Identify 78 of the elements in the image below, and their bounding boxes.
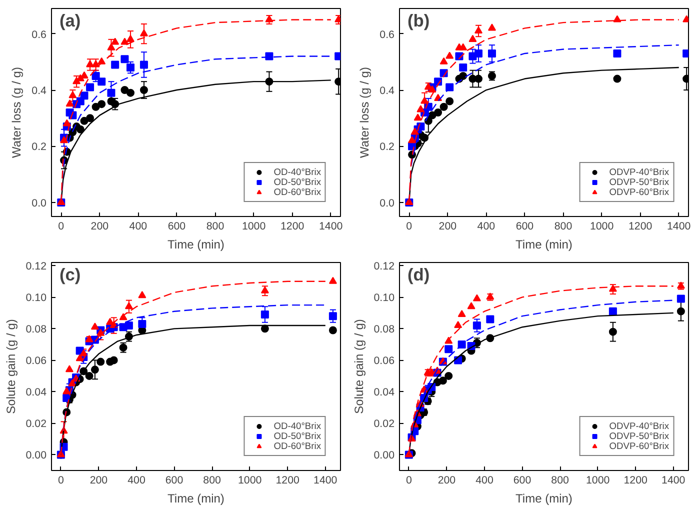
x-tick-label: 1200 <box>280 220 304 232</box>
y-tick-label: 0.6 <box>32 28 47 41</box>
x-tick-label: 0 <box>406 474 412 486</box>
x-tick-label: 0 <box>406 220 412 232</box>
x-tick-label: 1000 <box>586 474 610 486</box>
legend-label: OD-50°Brix <box>274 431 321 441</box>
x-axis-title: Time (min) <box>516 238 572 252</box>
x-tick-label: 400 <box>128 474 146 486</box>
x-tick-label: 400 <box>476 474 494 486</box>
x-tick-label: 1200 <box>624 474 648 486</box>
chart-title: (b) <box>408 10 430 30</box>
y-axis-title: Water loss (g / g) <box>10 67 24 158</box>
y-tick-label: 0.2 <box>380 141 395 154</box>
x-tick-label: 0 <box>58 474 64 486</box>
y-tick-label: 0.10 <box>26 292 47 304</box>
chart-title: (d) <box>408 264 430 284</box>
legend-label: OD-40°Brix <box>274 167 321 177</box>
x-tick-label: 400 <box>477 220 496 232</box>
y-axis-title: Solute gain (g / g) <box>4 319 18 414</box>
y-tick-label: 0.12 <box>374 260 395 273</box>
legend-label: ODVP-50°Brix <box>609 177 669 187</box>
legend-label: OD-60°Brix <box>274 441 321 451</box>
legend-label: OD-50°Brix <box>274 177 321 187</box>
y-tick-label: 0.04 <box>374 386 395 399</box>
legend-label: OD-60°Brix <box>274 187 321 197</box>
x-tick-label: 1000 <box>238 474 262 486</box>
y-tick-label: 0.02 <box>374 418 395 430</box>
x-axis-title: Time (min) <box>516 492 572 506</box>
x-tick-label: 600 <box>168 220 186 232</box>
x-tick-label: 1200 <box>276 474 300 486</box>
legend-label: ODVP-60°Brix <box>609 441 669 451</box>
x-tick-label: 1000 <box>242 220 266 232</box>
x-tick-label: 400 <box>129 220 148 232</box>
x-tick-label: 1400 <box>314 474 338 486</box>
y-tick-label: 0.04 <box>26 386 47 399</box>
y-tick-label: 0.08 <box>374 324 395 336</box>
legend-label: ODVP-50°Brix <box>609 431 669 441</box>
y-tick-label: 0.0 <box>380 197 395 210</box>
x-tick-label: 800 <box>554 220 572 232</box>
x-tick-label: 1000 <box>590 220 614 232</box>
legend-label: ODVP-60°Brix <box>609 187 669 197</box>
y-tick-label: 0.4 <box>32 85 47 98</box>
x-tick-label: 200 <box>438 220 457 232</box>
x-tick-label: 800 <box>206 220 224 232</box>
x-tick-label: 600 <box>516 220 534 232</box>
x-tick-label: 1400 <box>662 474 686 486</box>
y-tick-label: 0.00 <box>374 450 395 462</box>
legend-label: ODVP-40°Brix <box>609 167 669 177</box>
x-tick-label: 200 <box>90 220 109 232</box>
chart-title: (a) <box>60 10 81 30</box>
x-axis-title: Time (min) <box>168 238 224 252</box>
x-tick-label: 800 <box>551 474 570 486</box>
x-tick-label: 0 <box>58 220 64 232</box>
x-tick-label: 600 <box>513 474 532 486</box>
chart-title: (c) <box>60 264 81 284</box>
legend-label: OD-40°Brix <box>274 421 321 431</box>
x-axis-title: Time (min) <box>168 492 224 506</box>
y-axis-title: Solute gain (g / g) <box>352 319 366 414</box>
y-tick-label: 0.06 <box>26 355 47 368</box>
x-tick-label: 1400 <box>667 220 691 232</box>
y-tick-label: 0.12 <box>26 260 47 273</box>
x-tick-label: 200 <box>90 474 108 486</box>
y-tick-label: 0.6 <box>380 28 395 41</box>
y-tick-label: 0.06 <box>374 355 395 368</box>
y-tick-label: 0.4 <box>380 85 395 98</box>
x-tick-label: 600 <box>165 474 184 486</box>
y-tick-label: 0.02 <box>26 418 47 430</box>
y-axis-title: Water loss (g / g) <box>358 67 372 158</box>
x-tick-label: 800 <box>203 474 222 486</box>
x-tick-label: 200 <box>438 474 456 486</box>
y-tick-label: 0.0 <box>32 197 47 210</box>
legend-label: ODVP-40°Brix <box>609 421 669 431</box>
x-tick-label: 1400 <box>319 220 343 232</box>
y-tick-label: 0.00 <box>26 450 47 462</box>
y-tick-label: 0.08 <box>26 324 47 336</box>
y-tick-label: 0.10 <box>374 292 395 304</box>
y-tick-label: 0.2 <box>32 141 47 154</box>
x-tick-label: 1200 <box>628 220 652 232</box>
